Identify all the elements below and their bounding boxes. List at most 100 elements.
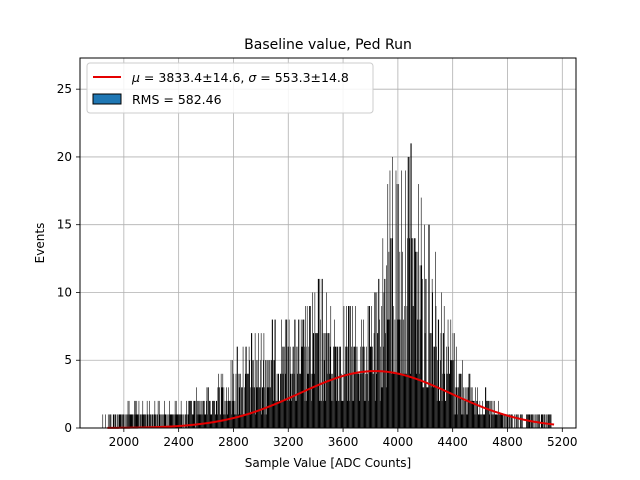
histogram-bin: [156, 414, 158, 428]
histogram-bin: [389, 319, 390, 428]
histogram-bin: [230, 360, 232, 428]
histogram-bin: [301, 346, 303, 428]
histogram-bin: [310, 306, 311, 428]
histogram-bin: [470, 400, 471, 428]
histogram-bin: [392, 156, 393, 428]
histogram-bin: [425, 278, 426, 428]
histogram-bin: [496, 414, 498, 428]
histogram-bin: [258, 333, 259, 428]
histogram-bin: [457, 414, 458, 428]
y-tick-label: 20: [57, 150, 72, 164]
histogram-bin: [390, 238, 391, 428]
histogram-bin: [494, 414, 496, 428]
histogram-bin: [491, 400, 492, 428]
histogram-bin: [265, 360, 266, 428]
histogram-bin: [355, 306, 356, 428]
histogram-bin: [440, 360, 441, 428]
histogram-bin: [348, 306, 350, 428]
histogram-bin: [343, 306, 345, 428]
histogram-bin: [192, 414, 194, 428]
histogram-bin: [392, 306, 394, 428]
histogram-bin: [475, 387, 476, 428]
histogram-bin: [335, 346, 337, 428]
histogram-bin: [210, 414, 212, 428]
histogram-bin: [306, 400, 307, 428]
histogram-bin: [371, 346, 373, 428]
histogram-bin: [159, 414, 161, 428]
histogram-bin: [493, 414, 495, 428]
histogram-bin: [155, 414, 156, 428]
histogram-bin: [283, 400, 285, 428]
histogram-bin: [468, 387, 469, 428]
histogram-bin: [179, 414, 180, 428]
histogram-bin: [274, 319, 276, 428]
histogram-bin: [125, 414, 127, 428]
histogram-bin: [118, 414, 120, 428]
histogram-bin: [486, 400, 488, 428]
histogram-bin: [385, 333, 386, 428]
histogram-bin: [459, 373, 460, 428]
histogram-bin: [433, 346, 435, 428]
fit-series: [107, 370, 555, 429]
histogram-bin: [319, 278, 321, 428]
histogram-bin: [446, 346, 447, 428]
histogram-bin: [221, 387, 223, 428]
histogram-bin: [476, 400, 478, 428]
histogram-bin: [200, 400, 202, 428]
histogram-bin: [369, 346, 371, 428]
x-tick-label: 2800: [218, 435, 249, 449]
histogram-bin: [454, 333, 455, 428]
histogram-bin: [334, 346, 336, 428]
histogram-bin: [358, 373, 360, 428]
histogram-bin: [293, 346, 294, 428]
histogram-bin: [318, 400, 320, 428]
histogram-bin: [457, 387, 459, 428]
histogram-bin: [247, 373, 249, 428]
histogram-bin: [172, 414, 173, 428]
histogram-bin: [224, 400, 226, 428]
histogram-bin: [550, 414, 552, 428]
histogram-bin: [345, 346, 346, 428]
histogram-bin: [481, 414, 483, 428]
histogram-bin: [419, 373, 420, 428]
histogram-bin: [544, 414, 545, 428]
histogram-bin: [507, 414, 509, 428]
histogram-bin: [232, 400, 234, 428]
histogram-bin: [502, 414, 504, 428]
histogram-bin: [394, 373, 395, 428]
histogram-bin: [506, 414, 508, 428]
histogram-bin: [182, 414, 184, 428]
histogram-bin: [194, 400, 196, 428]
histogram-bin: [302, 319, 304, 428]
histogram-bin: [261, 414, 263, 428]
histogram-bin: [250, 333, 252, 428]
histogram-bin: [420, 197, 422, 428]
histogram-bin: [290, 373, 292, 428]
histogram-bin: [333, 346, 335, 428]
histogram-bin: [321, 400, 322, 428]
histogram-bin: [301, 346, 303, 428]
histogram-bin: [489, 400, 491, 428]
histogram-bin: [207, 387, 209, 428]
histogram-bin: [378, 278, 379, 428]
histogram-bin: [300, 373, 301, 428]
histogram-bin: [115, 414, 117, 428]
histogram-bin: [471, 400, 472, 428]
histogram-bin: [257, 360, 259, 428]
histogram-bin: [275, 400, 277, 428]
x-tick-label: 2000: [109, 435, 140, 449]
histogram-bin: [391, 373, 392, 428]
histogram-bin: [114, 414, 116, 428]
histogram-bin: [240, 373, 241, 428]
histogram-bin: [152, 414, 154, 428]
histogram-bin: [153, 414, 155, 428]
histogram-bin: [203, 400, 204, 428]
histogram-bin: [414, 238, 416, 428]
histogram-bin: [229, 400, 230, 428]
histogram-bin: [356, 373, 357, 428]
histogram-bin: [285, 373, 287, 428]
histogram-bin: [186, 400, 187, 428]
histogram-bin: [454, 387, 456, 428]
histogram-bin: [230, 400, 231, 428]
histogram-bin: [429, 333, 431, 428]
